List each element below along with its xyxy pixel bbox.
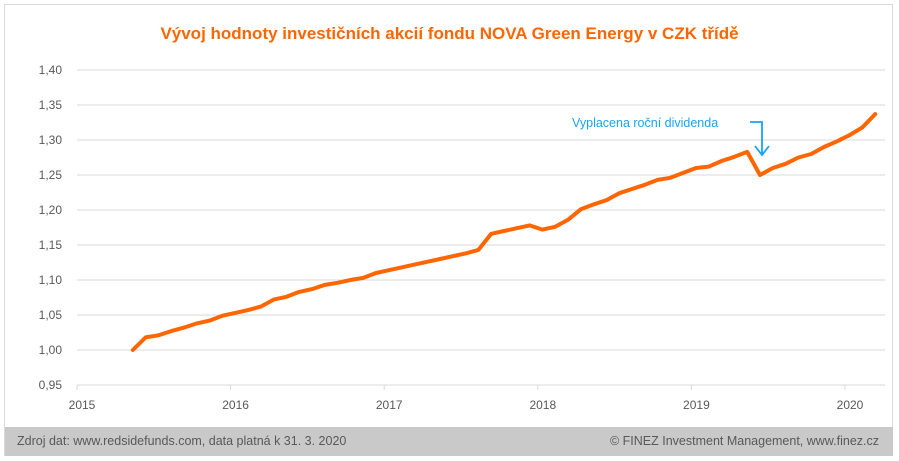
y-tick-label: 1,20 xyxy=(39,203,63,217)
y-tick-label: 1,15 xyxy=(39,238,63,252)
y-tick-label: 1,05 xyxy=(39,308,63,322)
y-tick-label: 1,10 xyxy=(39,273,63,287)
x-tick-label: 2015 xyxy=(69,398,96,412)
dividend-annotation: Vyplacena roční dividenda xyxy=(572,116,719,130)
x-tick-label: 2019 xyxy=(683,398,710,412)
x-tick-label: 2018 xyxy=(529,398,556,412)
chart-title: Vývoj hodnoty investičních akcií fondu N… xyxy=(160,24,739,43)
y-tick-label: 1,25 xyxy=(39,168,63,182)
x-tick-label: 2016 xyxy=(222,398,249,412)
y-tick-label: 0,95 xyxy=(39,378,63,392)
y-tick-label: 1,40 xyxy=(39,63,63,77)
footer: Zdroj dat: www.redsidefunds.com, data pl… xyxy=(5,427,893,456)
footer-copyright: © FINEZ Investment Management, www.finez… xyxy=(609,434,879,448)
x-tick-label: 2020 xyxy=(837,398,864,412)
footer-source: Zdroj dat: www.redsidefunds.com, data pl… xyxy=(17,434,347,448)
x-tick-label: 2017 xyxy=(376,398,403,412)
chart-frame xyxy=(4,4,893,456)
series-line xyxy=(130,112,878,352)
y-tick-label: 1,35 xyxy=(39,98,63,112)
dividend-arrow-icon xyxy=(750,121,770,157)
y-tick-label: 1,00 xyxy=(39,343,63,357)
y-tick-label: 1,30 xyxy=(39,133,63,147)
